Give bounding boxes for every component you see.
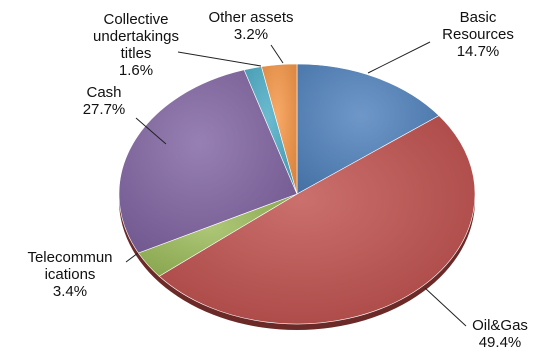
pie-slice-other-assets bbox=[261, 63, 298, 195]
slice-label: Other assets 3.2% bbox=[208, 9, 293, 43]
slice-name: undertakings bbox=[93, 28, 179, 45]
slice-value: 3.2% bbox=[234, 26, 268, 43]
slice-label: Basic Resources 14.7% bbox=[442, 9, 514, 60]
slice-name: Cash bbox=[86, 84, 121, 101]
leader-line bbox=[270, 44, 284, 64]
slice-name: ications bbox=[45, 266, 96, 283]
slice-label: Cash 27.7% bbox=[83, 84, 126, 118]
slice-name: Telecommun bbox=[27, 249, 112, 266]
slice-name: Collective bbox=[103, 11, 168, 28]
leader-line bbox=[177, 51, 262, 67]
slice-label: Telecommun ications 3.4% bbox=[27, 249, 112, 300]
slice-value: 1.6% bbox=[119, 62, 153, 79]
leader-lines bbox=[125, 41, 467, 327]
leader-line bbox=[135, 117, 167, 145]
slice-name: Resources bbox=[442, 26, 514, 43]
slice-name: Oil&Gas bbox=[472, 317, 528, 334]
pie-slices bbox=[118, 63, 476, 325]
slice-value: 49.4% bbox=[479, 334, 522, 351]
slice-labels: Basic Resources 14.7% Oil&Gas 49.4% Telecommu… bbox=[27, 9, 527, 351]
slice-value: 27.7% bbox=[83, 101, 126, 118]
slice-value: 3.4% bbox=[53, 283, 87, 300]
slice-name: Other assets bbox=[208, 9, 293, 26]
leader-line bbox=[367, 41, 431, 74]
slice-value: 14.7% bbox=[457, 43, 500, 60]
slice-name: titles bbox=[121, 45, 152, 62]
pie-slice-basic-resources bbox=[296, 63, 440, 195]
slice-name: Basic bbox=[460, 9, 497, 26]
slice-label: Collective undertakings titles 1.6% bbox=[93, 11, 179, 79]
pie-slice-cash bbox=[118, 69, 298, 254]
leader-line bbox=[424, 287, 467, 327]
pie-slice-oil-gas bbox=[158, 115, 476, 325]
leader-line bbox=[125, 252, 139, 263]
slice-label: Oil&Gas 49.4% bbox=[472, 317, 528, 351]
